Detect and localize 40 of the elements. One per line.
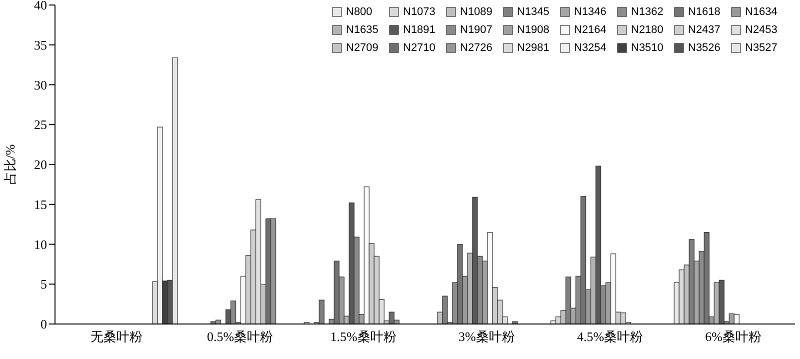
y-tick-label: 20: [34, 157, 47, 172]
y-tick-label: 25: [34, 117, 47, 132]
legend-label: N1907: [460, 24, 492, 36]
legend-label: N2709: [346, 42, 378, 54]
y-tick-label: 0: [40, 316, 47, 332]
legend-label: N2726: [460, 42, 492, 54]
y-tick-label: 35: [34, 37, 47, 52]
x-tick-label: 无桑叶粉: [90, 329, 143, 344]
y-tick-label: 30: [34, 77, 47, 92]
legend-label: N3526: [688, 42, 720, 54]
legend-label: N2453: [745, 24, 778, 36]
y-tick-label: 5: [40, 276, 47, 292]
y-tick-label: 40: [34, 0, 47, 13]
legend-label: N2710: [403, 42, 436, 54]
legend-label: N3527: [745, 42, 778, 54]
legend-label: N2981: [517, 42, 550, 54]
legend-label: N800: [346, 6, 372, 18]
legend-label: N1362: [631, 6, 664, 18]
legend-label: N1073: [403, 6, 436, 18]
legend-label: N1089: [460, 6, 492, 18]
legend-label: N1634: [745, 6, 778, 18]
legend-label: N1618: [688, 6, 720, 18]
legend-label: N2180: [631, 24, 664, 36]
legend-label: N3510: [631, 42, 664, 54]
legend-label: N1908: [517, 24, 550, 36]
legend-label: N1346: [574, 6, 606, 18]
y-tick-label: 15: [34, 196, 47, 212]
x-tick-label: 0.5%桑叶粉: [206, 329, 274, 344]
legend-label: N1635: [346, 24, 378, 36]
x-tick-label: 6%桑叶粉: [705, 329, 762, 344]
y-tick-label: 10: [34, 236, 47, 252]
legend-label: N2164: [574, 24, 606, 36]
x-tick-label: 1.5%桑叶粉: [330, 329, 396, 344]
legend-label: N1891: [403, 24, 436, 36]
x-tick-label: 3%桑叶粉: [458, 329, 515, 344]
x-tick-label: 4.5%桑叶粉: [576, 329, 644, 344]
y-axis-title: 占比/%: [2, 144, 18, 185]
legend-label: N1345: [517, 6, 550, 18]
legend-label: N3254: [574, 42, 606, 54]
legend-label: N2437: [688, 24, 720, 36]
